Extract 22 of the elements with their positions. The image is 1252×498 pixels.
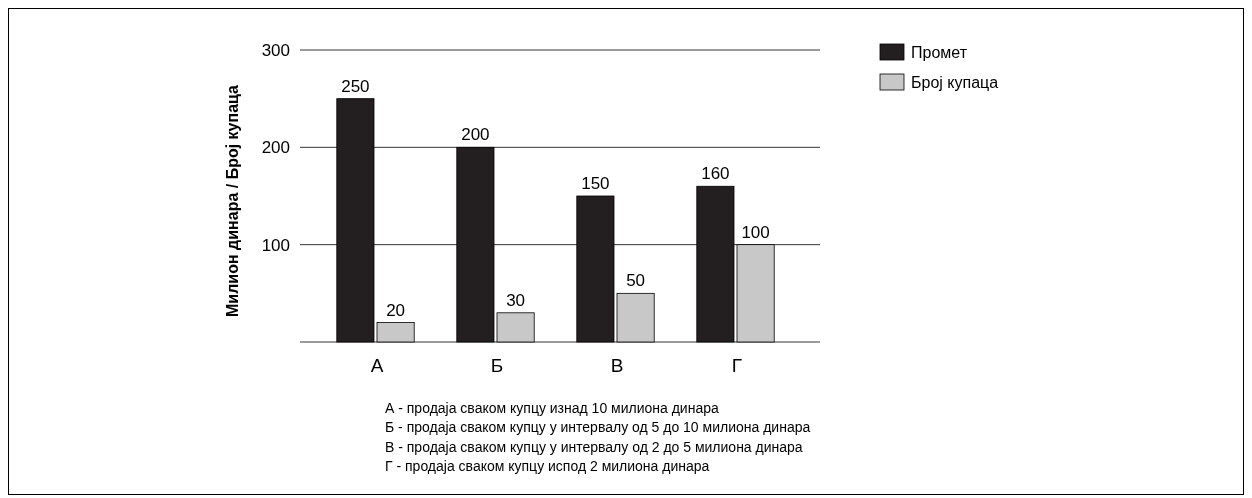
legend-label: Промет xyxy=(911,43,968,61)
x-tick-label: В xyxy=(610,355,624,376)
y-tick-label: 100 xyxy=(261,235,290,255)
text: В - продаја сваком купцу у интервалу од 2 до 5 милиона динара xyxy=(385,438,803,455)
text: А - продаја сваком купцу изнад 10 милиона динара xyxy=(385,400,719,416)
y-axis-title: Милион динара / Број купаца xyxy=(224,84,241,317)
y-tick-label: 300 xyxy=(261,40,290,60)
data-label: 250 xyxy=(341,76,370,96)
x-tick-label: Г xyxy=(731,355,743,376)
data-label: 150 xyxy=(581,174,610,193)
text: Г - продаја сваком купцу испод 2 милиона динара xyxy=(385,457,710,474)
data-label: 200 xyxy=(461,125,490,145)
x-tick-label: Б xyxy=(490,355,504,376)
data-label: 160 xyxy=(701,164,730,184)
data-label: 100 xyxy=(741,222,770,242)
x-tick-label: А xyxy=(370,355,384,376)
data-label: 30 xyxy=(506,290,526,310)
data-label: 20 xyxy=(386,300,406,320)
data-label: 50 xyxy=(626,271,646,291)
text: Б - продаја сваком купцу у интервалу од 5 до 10 милиона динара xyxy=(385,419,811,436)
y-tick-label: 200 xyxy=(261,138,290,158)
legend-label: Број купаца xyxy=(911,73,999,91)
